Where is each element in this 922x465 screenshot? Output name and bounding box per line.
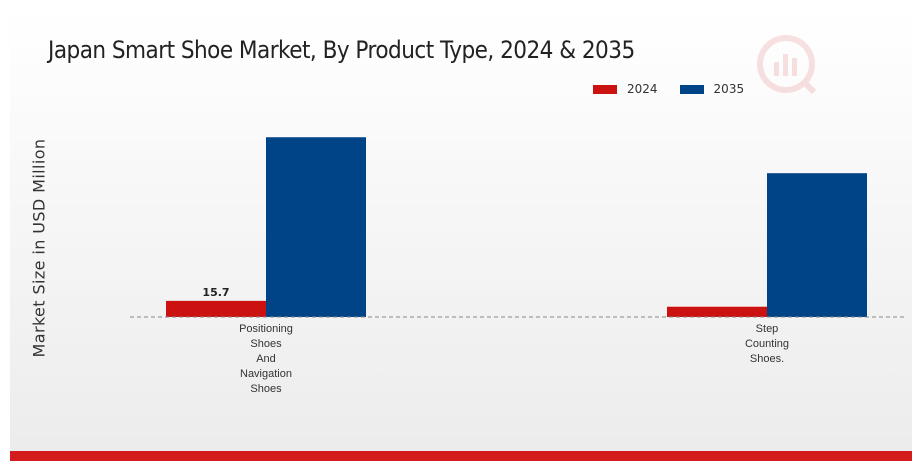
- bar-2035-1: [266, 137, 366, 317]
- legend-label-2035: 2035: [713, 82, 745, 96]
- bar-2035-2: [767, 173, 867, 317]
- legend-swatch-2035: [679, 84, 704, 94]
- bar-2024-1: [166, 300, 266, 317]
- watermark-logo-icon: [757, 35, 817, 95]
- legend-label-2024: 2024: [627, 82, 658, 96]
- bottom-accent-bar: [10, 451, 912, 461]
- chart-title: Japan Smart Shoe Market, By Product Type…: [48, 36, 635, 64]
- legend-swatch-2024: [593, 84, 617, 94]
- legend-item-2035: 2035: [679, 82, 745, 96]
- chart-legend: 2024 2035: [593, 80, 766, 98]
- data-label-1: 15.7: [202, 286, 229, 299]
- chart-panel: [10, 10, 912, 451]
- x-tick-label-2: Step Counting Shoes.: [745, 323, 789, 365]
- x-tick-label-1: Positioning Shoes And Navigation Shoes: [239, 323, 293, 395]
- legend-item-2024: 2024: [593, 82, 658, 96]
- bar-2024-2: [667, 306, 767, 317]
